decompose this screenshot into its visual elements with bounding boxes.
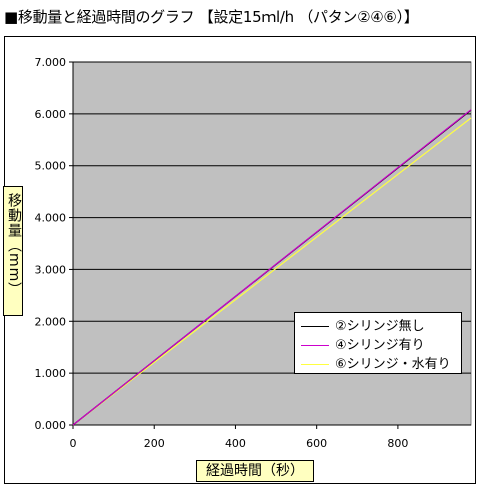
x-axis-label: 経過時間（秒）: [206, 463, 304, 479]
legend-swatch-series-1: [301, 326, 329, 327]
legend-swatch-series-2: [301, 345, 329, 346]
series-line-2: [72, 109, 472, 426]
y-tick-label: 1.000: [35, 367, 67, 380]
x-tick-label: 600: [306, 437, 327, 450]
x-tick-label: 800: [387, 437, 408, 450]
legend-label-series-2: ④シリンジ有り: [335, 338, 425, 353]
legend-item-series-2: ④シリンジ有り: [301, 334, 425, 353]
x-axis-label-box: 経過時間（秒）: [196, 460, 314, 482]
y-tick-label: 3.000: [35, 263, 67, 276]
x-tick-label: 400: [225, 437, 246, 450]
legend-item-series-1: ②シリンジ無し: [301, 315, 425, 334]
y-tick-label: 7.000: [35, 56, 67, 69]
y-tick-label: 5.000: [35, 160, 67, 173]
x-tick-label: 200: [144, 437, 165, 450]
y-axis-label: 移動量（mm）: [6, 193, 22, 298]
legend-item-series-3: ⑥シリンジ・水有り: [301, 353, 451, 372]
legend-swatch-series-3: [301, 364, 329, 365]
x-tick-label: 0: [70, 437, 77, 450]
y-tick-label: 4.000: [35, 212, 67, 225]
legend: ②シリンジ無し ④シリンジ有り ⑥シリンジ・水有り: [294, 312, 462, 374]
y-tick-label: 0.000: [35, 419, 67, 432]
legend-label-series-1: ②シリンジ無し: [335, 319, 425, 334]
chart-title: ■移動量と経過時間のグラフ 【設定15ｍl/h （パタン②④⑥）】: [4, 8, 419, 26]
legend-label-series-3: ⑥シリンジ・水有り: [335, 357, 451, 372]
series-line-3: [72, 117, 472, 426]
y-axis-label-box: 移動量（mm）: [3, 186, 23, 316]
y-tick-label: 2.000: [35, 315, 67, 328]
y-tick-label: 6.000: [35, 108, 67, 121]
